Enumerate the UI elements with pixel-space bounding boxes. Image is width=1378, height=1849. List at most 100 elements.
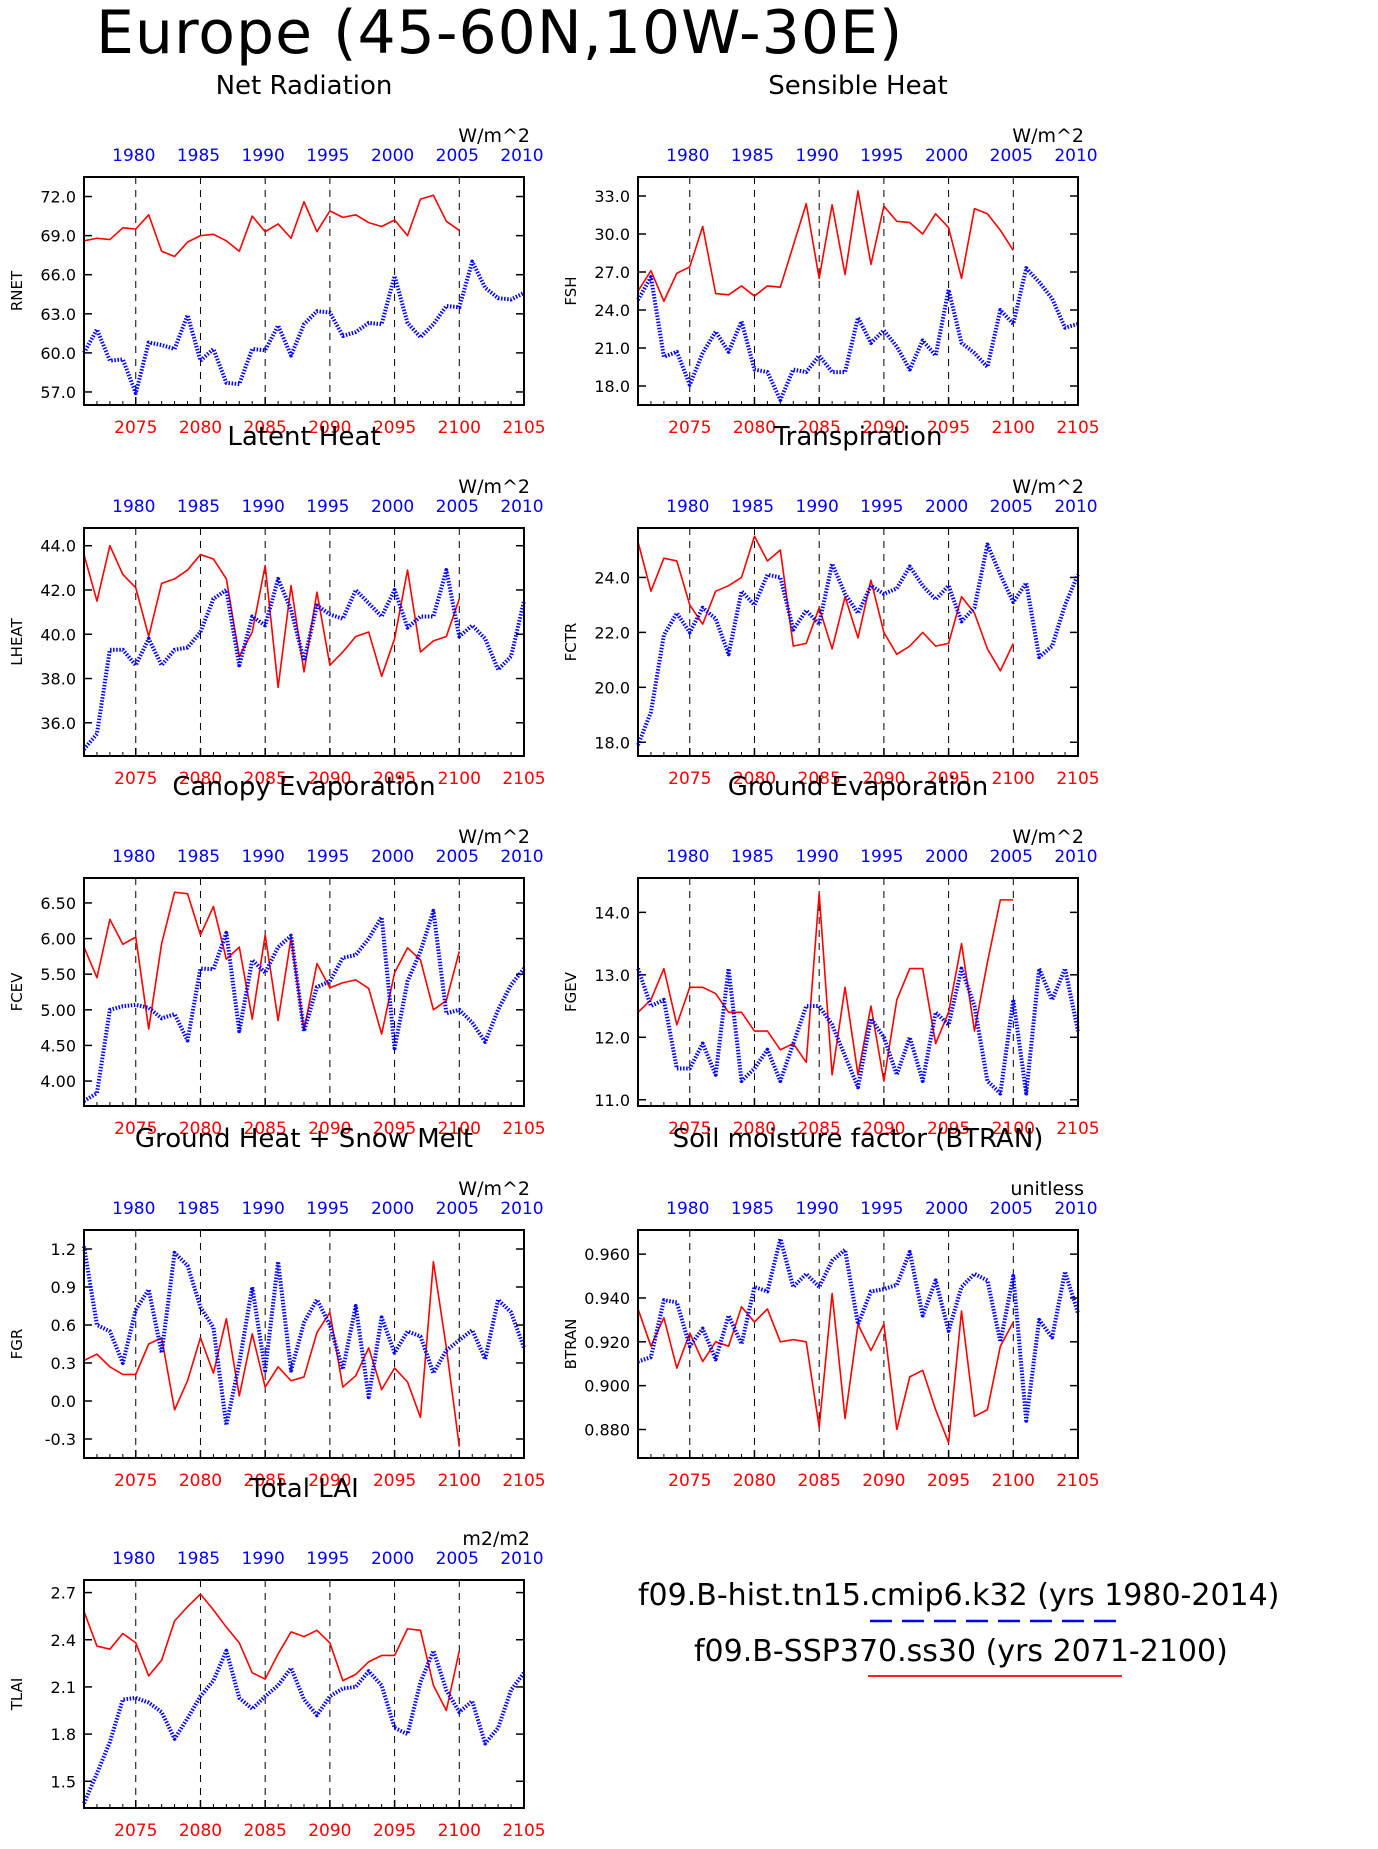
panel-3-ytick-label: 38.0 <box>40 670 76 689</box>
panel-9-xtick-label: 2075 <box>114 1821 157 1841</box>
panel-6-ytick-label: 13.0 <box>594 966 630 985</box>
panel-1-units: W/m^2 <box>458 125 530 147</box>
panel-9-series-ssp-line <box>83 1593 461 1712</box>
panel-4-top-tick-label: 1980 <box>666 497 709 517</box>
panel-7-xtick-label: 2080 <box>179 1471 222 1491</box>
panel-3-top-tick-label: 2010 <box>500 497 543 517</box>
panel-3-top-tick-label: 1990 <box>242 497 285 517</box>
panel-3-xtick-label: 2100 <box>438 769 481 789</box>
panel-9-ytick-label: 1.8 <box>51 1725 76 1744</box>
panel-2-top-tick-label: 2010 <box>1054 146 1097 166</box>
panel-1-xtick-label: 2100 <box>438 418 481 438</box>
panel-1-ytick-label: 63.0 <box>40 305 76 324</box>
panel-1-xtick-label: 2095 <box>373 418 416 438</box>
panel-5-xtick-label: 2095 <box>373 1119 416 1139</box>
panel-5-xtick-label: 2100 <box>438 1119 481 1139</box>
panel-4-ytick-label: 22.0 <box>594 623 630 642</box>
panel-2-xtick-label: 2085 <box>798 418 841 438</box>
panel-2-ytick-label: 33.0 <box>594 187 630 206</box>
panel-8-top-tick-label: 2005 <box>990 1199 1033 1219</box>
panel-5-xtick-label: 2075 <box>114 1119 157 1139</box>
panel-5-ylabel: FCEV <box>8 972 26 1012</box>
panel-7-ytick-label: 0.0 <box>51 1392 76 1411</box>
panel-5-xtick-label: 2105 <box>502 1119 545 1139</box>
panel-8-plot-frame <box>637 1229 1079 1459</box>
panel-7-top-tick-label: 2010 <box>500 1199 543 1219</box>
panel-1-series-ssp-line <box>83 194 460 258</box>
panel-1-xtick-label: 2105 <box>502 418 545 438</box>
panel-5-series-ssp-line <box>83 891 461 1035</box>
panel-5-ytick-label: 4.00 <box>40 1072 76 1091</box>
panel-9-xtick-label: 2085 <box>244 1821 287 1841</box>
panel-9-ytick-label: 1.5 <box>51 1772 76 1791</box>
panel-4-xtick-label: 2105 <box>1056 769 1099 789</box>
panel-5-title: Canopy Evaporation <box>172 772 435 802</box>
panel-6-ytick-label: 14.0 <box>594 903 630 922</box>
panel-8-ytick-label: 0.940 <box>584 1289 630 1308</box>
panel-3-top-tick-label: 1995 <box>306 497 349 517</box>
panel-9-top-tick-label: 1990 <box>242 1549 285 1569</box>
panel-5-series-hist-line <box>82 908 526 1103</box>
panel-1-xtick-label: 2075 <box>114 418 157 438</box>
panel-5-top-tick-label: 2005 <box>436 847 479 867</box>
panel-3-top-tick-label: 1980 <box>112 497 155 517</box>
panel-8-series-hist-line <box>637 1236 1080 1423</box>
panel-3-top-tick-label: 1985 <box>177 497 220 517</box>
panel-5-units: W/m^2 <box>458 826 530 848</box>
panel-2-title: Sensible Heat <box>768 71 947 101</box>
panel-7-top-tick-label: 1980 <box>112 1199 155 1219</box>
panel-4-top-tick-label: 2005 <box>990 497 1033 517</box>
panel-9-ylabel: TLAI <box>8 1678 26 1712</box>
panel-3-xtick-label: 2085 <box>244 769 287 789</box>
panel-4-xtick-label: 2100 <box>992 769 1035 789</box>
panel-8-xtick-label: 2105 <box>1056 1471 1099 1491</box>
panel-1-top-tick-label: 1990 <box>242 146 285 166</box>
panel-5-xtick-label: 2080 <box>179 1119 222 1139</box>
panel-6-xtick-label: 2075 <box>668 1119 711 1139</box>
panel-4-series-ssp-line <box>637 535 1015 672</box>
panel-6-units: W/m^2 <box>1012 826 1084 848</box>
panel-3-plot-frame <box>83 527 525 757</box>
panel-7-ytick-label: -0.3 <box>45 1430 76 1449</box>
panel-3-xtick-label: 2080 <box>179 769 222 789</box>
panel-8-ytick-label: 0.900 <box>584 1377 630 1396</box>
panel-1-top-tick-label: 1995 <box>306 146 349 166</box>
panel-1-plot-frame <box>83 176 525 406</box>
panel-2-top-tick-label: 1995 <box>860 146 903 166</box>
panel-7-ytick-label: 0.3 <box>51 1354 76 1373</box>
panel-1-top-tick-label: 1985 <box>177 146 220 166</box>
panel-9-xtick-label: 2095 <box>373 1821 416 1841</box>
panel-8-units: unitless <box>1010 1178 1084 1200</box>
panel-2-top-tick-label: 2005 <box>990 146 1033 166</box>
panel-7-title: Ground Heat + Snow Melt <box>135 1124 473 1154</box>
panel-7-xtick-label: 2105 <box>502 1471 545 1491</box>
panel-2-xtick-label: 2095 <box>927 418 970 438</box>
panel-9-xtick-label: 2080 <box>179 1821 222 1841</box>
panel-1-top-tick-label: 2010 <box>500 146 543 166</box>
panel-8-top-tick-label: 1980 <box>666 1199 709 1219</box>
panel-9-xtick-label: 2100 <box>438 1821 481 1841</box>
panel-9-ytick-label: 2.4 <box>51 1631 76 1650</box>
panel-7-ylabel: FGR <box>8 1329 26 1360</box>
panel-8-ytick-label: 0.920 <box>584 1333 630 1352</box>
panel-4-xtick-label: 2095 <box>927 769 970 789</box>
panel-8-xtick-label: 2080 <box>733 1471 776 1491</box>
panel-7-ytick-label: 0.6 <box>51 1316 76 1335</box>
panel-6-xtick-label: 2090 <box>862 1119 905 1139</box>
panel-2-xtick-label: 2080 <box>733 418 776 438</box>
panel-8-ytick-label: 0.880 <box>584 1421 630 1440</box>
panel-4-ylabel: FCTR <box>562 623 580 662</box>
panel-6-series-ssp-line <box>637 892 1014 1082</box>
panel-4-plot-frame <box>637 527 1079 757</box>
panel-6-top-tick-label: 2000 <box>925 847 968 867</box>
panel-8-series-ssp-line <box>637 1292 1014 1444</box>
legend-ssp-label: f09.B-SSP370.ss30 (yrs 2071-2100) <box>694 1634 1228 1669</box>
panel-1-ytick-label: 72.0 <box>40 188 76 207</box>
panel-4-top-tick-label: 2000 <box>925 497 968 517</box>
panel-4-xtick-label: 2085 <box>798 769 841 789</box>
panel-2-top-tick-label: 2000 <box>925 146 968 166</box>
panel-2-ytick-label: 24.0 <box>594 301 630 320</box>
panel-1-ytick-label: 57.0 <box>40 383 76 402</box>
panel-5-top-tick-label: 1990 <box>242 847 285 867</box>
panel-7-top-tick-label: 2000 <box>371 1199 414 1219</box>
